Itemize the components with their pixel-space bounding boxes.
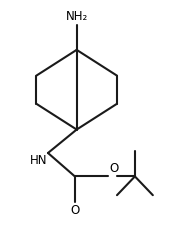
Text: NH₂: NH₂ [66, 10, 88, 23]
Text: HN: HN [29, 154, 47, 167]
Text: O: O [109, 163, 118, 175]
Text: O: O [70, 204, 80, 217]
